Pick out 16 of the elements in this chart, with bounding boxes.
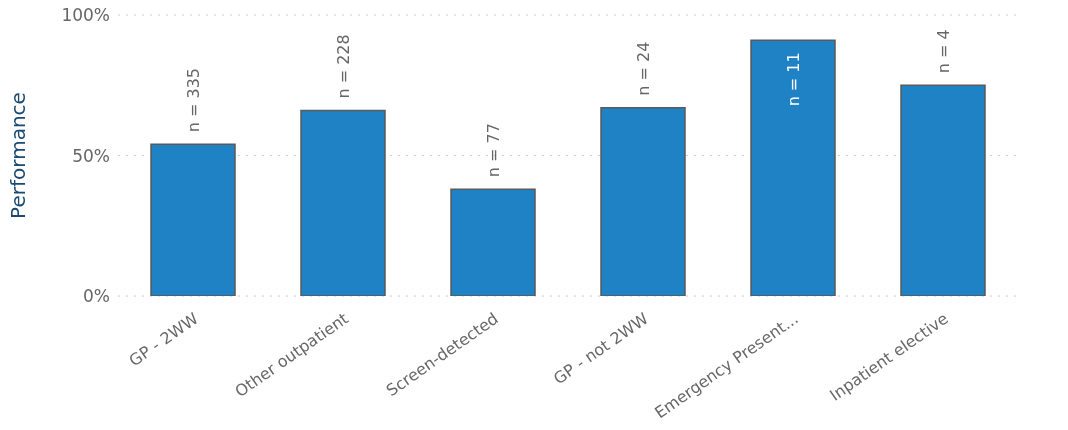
bar (900, 84, 986, 296)
bar (150, 143, 236, 296)
y-tick-label: 50% (72, 145, 110, 166)
y-axis-title: Performance (6, 92, 31, 219)
annotation: n = 24 (634, 41, 653, 96)
bar (450, 188, 536, 296)
annotation: n = 77 (484, 123, 503, 178)
annotation: n = 11 (784, 52, 803, 107)
y-tick-label: 100% (61, 5, 110, 26)
bar (750, 39, 836, 296)
bar (300, 109, 386, 296)
annotation: n = 335 (184, 67, 203, 133)
bar (600, 106, 686, 296)
annotation: n = 4 (934, 29, 953, 74)
annotation: n = 228 (334, 34, 353, 99)
y-tick-label: 0% (83, 286, 110, 307)
